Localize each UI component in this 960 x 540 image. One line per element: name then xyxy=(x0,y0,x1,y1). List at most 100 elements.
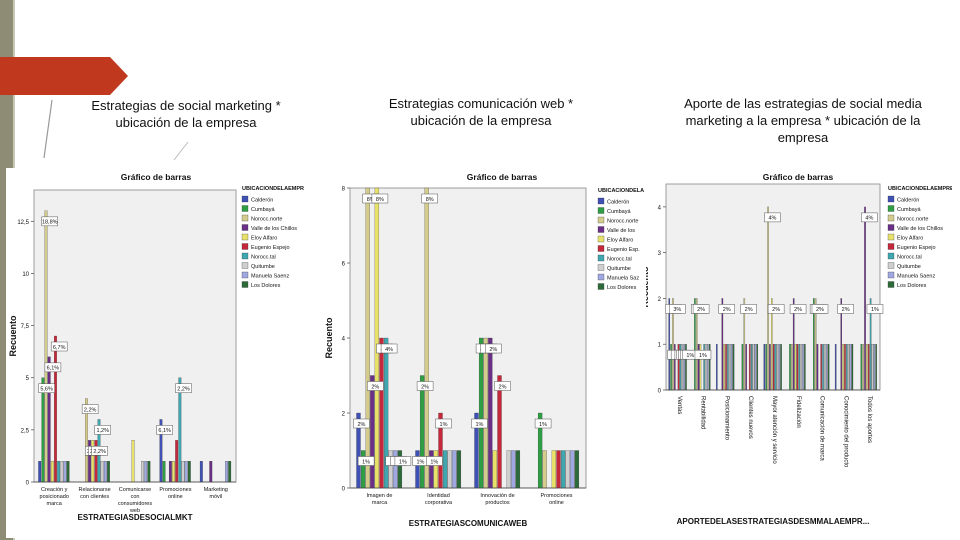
bar xyxy=(834,344,837,391)
legend-entry: Eloy Alfaro xyxy=(251,236,277,242)
bar xyxy=(752,344,755,391)
chart-social-marketing: Gráfico de barras Recuento 0 2,5 5 7,5 10 12,5 C… xyxy=(6,168,304,538)
legend-entry: Valle de los Chillos xyxy=(251,226,297,232)
chart-aporte-smm: Gráfico de barras Recuento 0 1 2 3 4 Ventas Rent… xyxy=(646,168,952,530)
bar xyxy=(556,450,561,489)
slide-title-2: Estrategias comunicación web * ubicación… xyxy=(388,96,574,128)
y-tick-label: 8 xyxy=(342,187,346,193)
category-label: marca xyxy=(372,500,388,506)
bar xyxy=(60,461,64,483)
data-label-box xyxy=(50,341,68,352)
legend-swatch xyxy=(597,273,605,281)
y-tick-label: 10 xyxy=(22,272,29,278)
bar xyxy=(44,210,48,483)
legend-swatch xyxy=(241,233,249,241)
legend-swatch xyxy=(241,243,249,250)
bar xyxy=(424,187,429,489)
bar xyxy=(187,461,191,483)
bar xyxy=(822,344,824,391)
data-label: 1% xyxy=(686,353,694,359)
data-label: 2% xyxy=(772,307,780,313)
data-label-box xyxy=(789,304,807,314)
bar xyxy=(820,344,822,391)
legend-entry: Calderón xyxy=(607,200,629,206)
bar xyxy=(178,377,182,483)
bar xyxy=(849,344,852,391)
legend-entry: Quitumbe xyxy=(607,266,631,272)
bar xyxy=(867,344,870,391)
legend-swatch xyxy=(887,271,895,279)
bar xyxy=(47,356,51,483)
y-axis-label: Recuento xyxy=(646,266,650,308)
legend-swatch xyxy=(887,214,895,222)
bar xyxy=(778,344,780,391)
bar xyxy=(542,450,547,489)
data-label-box xyxy=(861,212,878,223)
bar xyxy=(769,344,771,391)
chart-comunicacion-web: Gráfico de barras Recuento 0 2 4 6 8 Imagen dem… xyxy=(322,168,660,534)
data-label: 2,2% xyxy=(177,387,190,393)
bar xyxy=(511,450,516,489)
category-label: Creación y xyxy=(41,487,68,493)
legend-entry: Valle de los xyxy=(607,228,635,234)
legend-swatch xyxy=(241,281,249,288)
bar xyxy=(397,450,403,489)
bar xyxy=(483,337,488,489)
legend-entry: Los Dolores xyxy=(897,283,927,289)
plot-area xyxy=(33,189,237,483)
data-label: 2,2% xyxy=(84,407,97,413)
data-label: 4% xyxy=(865,216,873,222)
bar xyxy=(168,461,172,483)
bar xyxy=(419,375,425,489)
data-label-box xyxy=(394,456,412,466)
slide-title-3: Aporte de las estrategias de social medi… xyxy=(684,96,922,145)
category-label: online xyxy=(549,500,564,506)
legend-swatch xyxy=(597,283,605,290)
bar xyxy=(63,461,67,483)
category-label: Comunicarse xyxy=(119,487,151,493)
legend-entry: Valle de los Chillos xyxy=(897,226,943,232)
legend-entry: Eugenio Espejo xyxy=(251,245,290,251)
category-label: móvil xyxy=(209,494,222,500)
y-axis-label: Recuento xyxy=(8,315,18,357)
data-label: 1,2% xyxy=(96,428,109,434)
data-label: 8% xyxy=(367,197,375,203)
legend-entry: Manuela Saenz xyxy=(251,274,289,280)
category-label: posicionado xyxy=(40,494,69,500)
bar xyxy=(825,344,828,391)
bar xyxy=(393,450,398,489)
bar xyxy=(57,461,61,483)
legend-entry: Cumbayá xyxy=(607,209,631,215)
category-label: con xyxy=(131,494,140,500)
category-label: Comunicación de marca xyxy=(819,396,825,461)
legend-entry: Calderón xyxy=(251,198,273,204)
bar xyxy=(147,461,151,483)
bar xyxy=(727,344,729,391)
data-label-box xyxy=(380,343,398,354)
data-label-box xyxy=(81,404,99,414)
bar xyxy=(181,461,185,483)
bar xyxy=(756,344,759,391)
legend-title: UBICACIONDELAEMPRESA xyxy=(888,186,952,192)
bar xyxy=(723,344,725,391)
legend-entry: Calderón xyxy=(897,198,919,204)
bar xyxy=(100,461,104,483)
data-label-box xyxy=(357,456,375,466)
legend-entry: Norocc.norte xyxy=(607,219,639,225)
bar xyxy=(456,450,462,489)
legend-swatch xyxy=(887,195,895,203)
data-label: 2% xyxy=(816,307,824,313)
data-label-box xyxy=(837,304,854,314)
category-label: productos xyxy=(485,500,509,506)
legend-entry: Cumbayá xyxy=(251,207,275,213)
bar xyxy=(844,344,846,391)
data-label: 3% xyxy=(673,307,681,313)
data-label-box xyxy=(421,193,438,204)
legend-swatch xyxy=(241,205,249,212)
legend-swatch xyxy=(887,281,895,288)
data-label-box xyxy=(426,456,443,466)
x-axis-label: ESTRATEGIASCOMUNICAWEB xyxy=(409,519,528,528)
category-label: Fidelización xyxy=(795,396,801,428)
category-label: Innovación de xyxy=(480,493,514,499)
bar xyxy=(789,344,791,391)
